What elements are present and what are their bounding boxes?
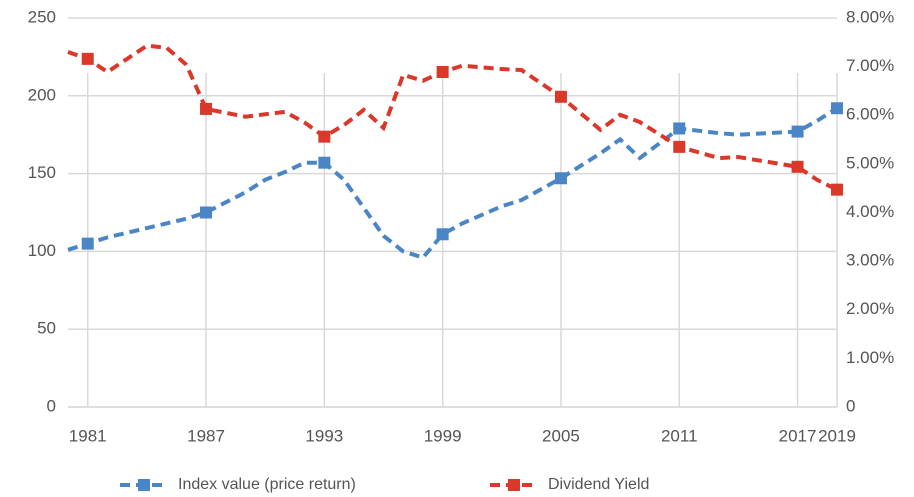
marker [200,206,213,219]
marker [831,102,843,115]
marker [673,140,686,153]
marker [673,122,686,135]
legend-label: Dividend Yield [548,476,649,493]
x-tick-label: 2011 [661,426,698,445]
x-tick-label: 1987 [187,426,225,445]
y2-tick-label: 5.00% [846,153,894,172]
x-tick-label: 2017 [779,426,817,445]
y2-tick-label: 1.00% [846,348,894,367]
y2-tick-label: 0 [846,396,855,415]
series-line [67,106,839,260]
legend-label: Index value (price return) [178,476,356,493]
legend-marker [508,479,520,491]
legend-marker [138,479,150,491]
y-tick-label: 100 [28,241,56,260]
series-line [67,43,838,192]
marker [318,156,331,169]
y2-tick-label: 7.00% [846,56,894,75]
x-tick-label: 2019 [818,426,856,445]
x-tick-label: 1993 [305,426,343,445]
y-tick-label: 250 [28,7,56,26]
marker [436,228,449,241]
marker [81,237,94,250]
marker [791,125,804,138]
y2-tick-label: 8.00% [846,7,894,26]
marker [200,102,213,115]
marker [318,130,331,143]
y-tick-label: 150 [28,163,56,182]
y2-tick-label: 2.00% [846,299,894,318]
marker [791,160,804,173]
marker [554,172,567,185]
y-tick-label: 0 [47,396,56,415]
marker [831,183,843,196]
x-tick-label: 2005 [542,426,580,445]
marker [436,65,449,78]
marker [81,52,94,65]
x-tick-label: 1999 [424,426,462,445]
marker [554,90,567,103]
y-tick-label: 50 [37,319,56,338]
y2-tick-label: 4.00% [846,202,894,221]
y-tick-label: 200 [28,85,56,104]
x-tick-label: 1981 [69,426,107,445]
y2-tick-label: 3.00% [846,251,894,270]
y2-tick-label: 6.00% [846,105,894,124]
